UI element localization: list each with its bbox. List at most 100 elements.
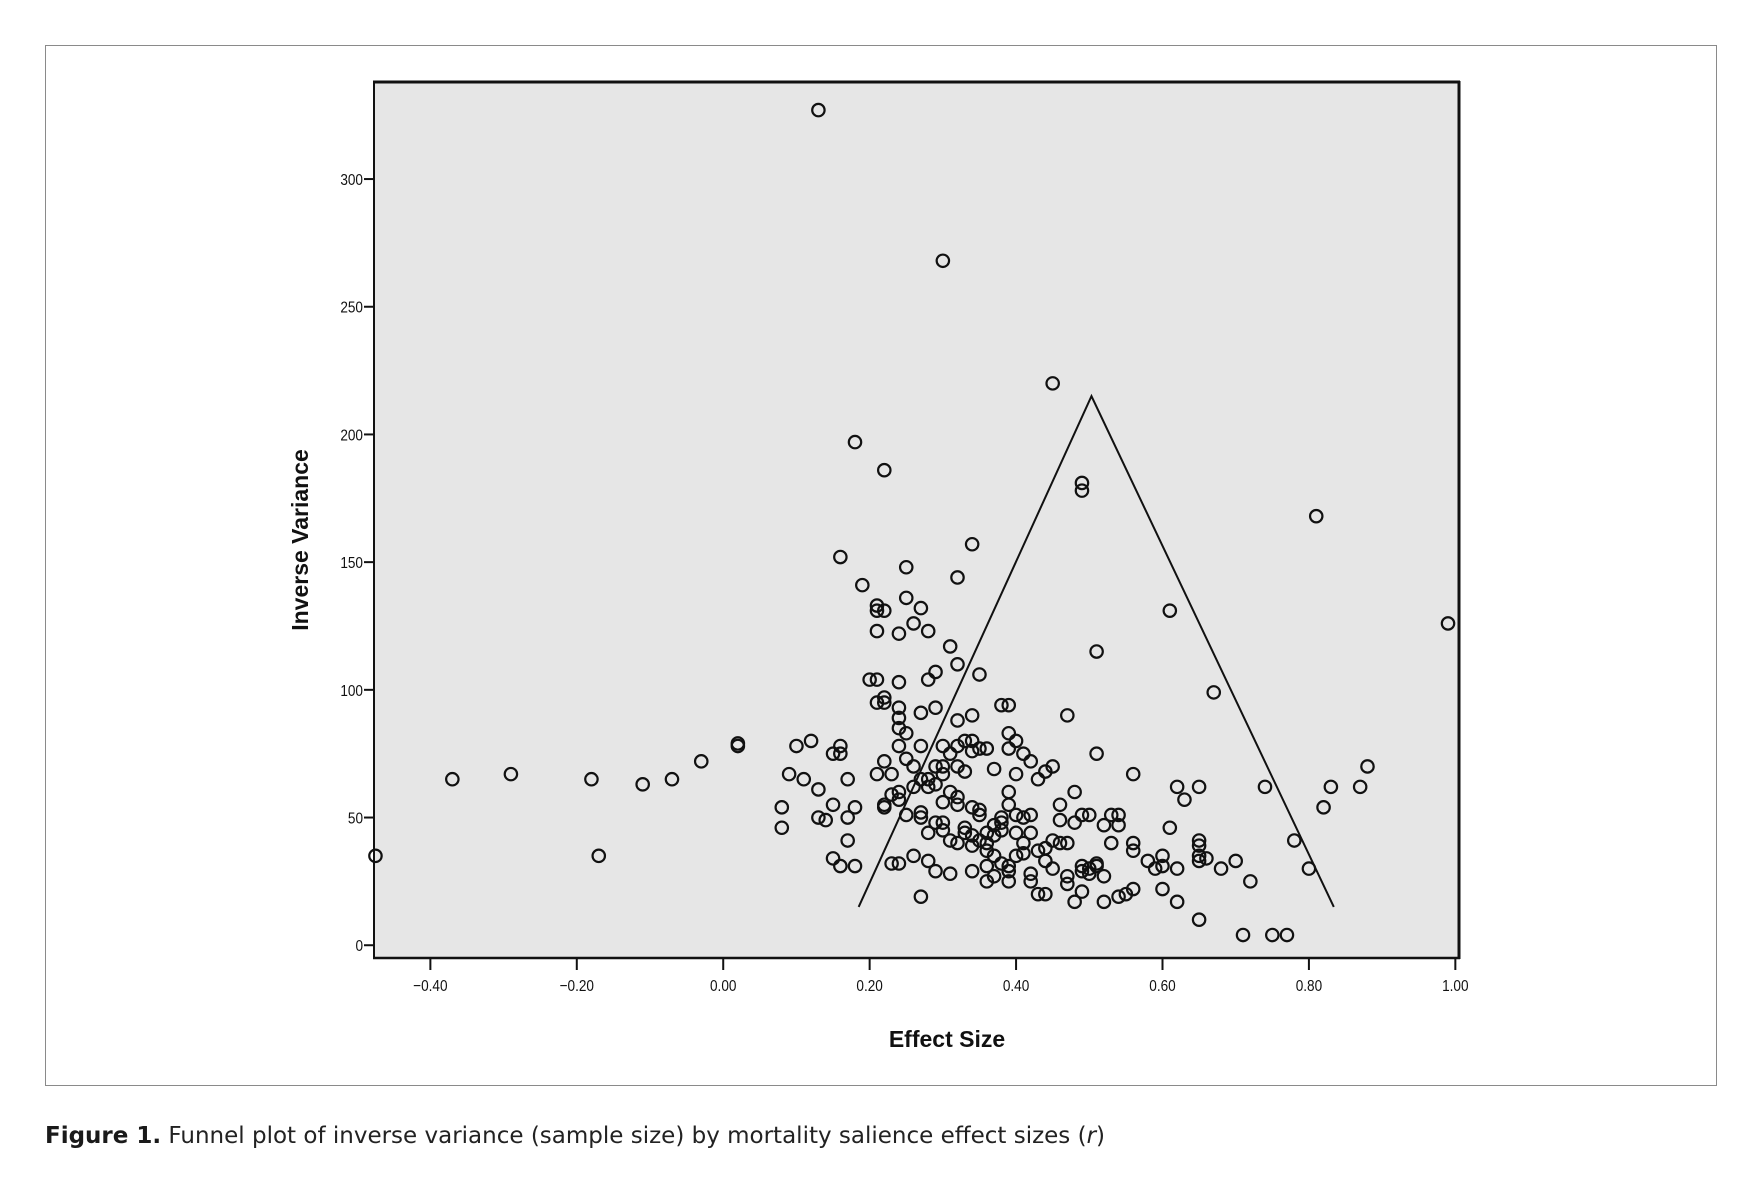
data-point <box>1030 843 1046 859</box>
data-point <box>781 766 797 782</box>
data-points <box>368 102 1456 943</box>
data-point <box>1089 856 1104 871</box>
y-tick-label: 150 <box>340 555 363 572</box>
data-point <box>928 777 943 792</box>
data-point <box>950 713 965 728</box>
data-point <box>972 667 987 682</box>
data-point <box>913 810 929 825</box>
data-point <box>847 434 863 450</box>
data-point <box>994 815 1009 830</box>
x-tick-label: 0.80 <box>1296 978 1322 995</box>
data-point <box>1074 807 1090 823</box>
data-point <box>1125 843 1141 859</box>
data-point <box>1125 881 1141 897</box>
funnel-lines <box>857 393 1335 908</box>
data-point <box>1016 845 1031 861</box>
data-point <box>906 848 921 864</box>
data-point <box>891 784 907 800</box>
data-point <box>811 782 826 797</box>
data-point <box>994 823 1009 838</box>
x-tick-label: 0.00 <box>710 978 736 995</box>
data-point <box>1191 853 1207 869</box>
data-point <box>1308 508 1324 524</box>
data-point <box>635 777 650 792</box>
data-point <box>964 536 980 552</box>
data-point <box>920 623 936 639</box>
data-point <box>898 559 914 575</box>
data-point <box>1140 853 1156 869</box>
data-point <box>1213 861 1229 876</box>
data-point <box>1016 810 1031 825</box>
data-point <box>986 848 1002 864</box>
data-point <box>986 761 1002 777</box>
data-point <box>928 700 943 716</box>
data-point <box>1191 838 1207 853</box>
data-point <box>1360 759 1375 774</box>
caption-text: Funnel plot of inverse variance (sample … <box>161 1123 1087 1149</box>
data-point <box>591 848 607 864</box>
data-point <box>803 733 819 749</box>
data-point <box>876 754 892 769</box>
data-point <box>913 738 929 754</box>
y-tick-label: 250 <box>340 300 363 317</box>
data-point <box>664 771 680 787</box>
data-point <box>891 674 907 690</box>
data-point <box>1155 881 1170 897</box>
data-point <box>964 708 980 723</box>
data-point <box>811 810 826 825</box>
x-tick-label: −0.20 <box>560 978 594 995</box>
data-point <box>1191 912 1207 927</box>
x-tick-label: 0.40 <box>1003 978 1029 995</box>
data-point <box>1001 784 1017 800</box>
data-point <box>906 759 921 774</box>
data-point <box>1125 835 1141 851</box>
data-point <box>876 695 892 710</box>
data-point <box>1089 746 1104 761</box>
data-point <box>693 754 709 769</box>
data-point <box>1045 833 1060 848</box>
data-point <box>1023 874 1039 889</box>
data-point <box>1008 825 1024 841</box>
data-point <box>1096 817 1112 833</box>
data-point <box>862 672 877 687</box>
data-point <box>818 812 834 828</box>
data-point <box>950 797 965 813</box>
data-point <box>1074 858 1090 874</box>
data-point <box>957 825 973 841</box>
funnel-line <box>857 393 1335 908</box>
x-tick-label: 0.20 <box>856 978 882 995</box>
data-point <box>942 639 958 654</box>
x-tick-label: 1.00 <box>1442 978 1468 995</box>
data-point <box>584 771 599 787</box>
data-point <box>1125 766 1141 782</box>
caption-label: Figure 1. <box>45 1123 162 1149</box>
data-point <box>840 771 855 787</box>
data-point <box>368 848 383 864</box>
data-point <box>1001 874 1017 889</box>
data-point <box>920 853 936 869</box>
data-point <box>928 664 943 680</box>
data-point <box>1001 858 1017 874</box>
data-point <box>964 838 980 853</box>
data-point <box>1030 771 1046 787</box>
data-point <box>833 858 848 874</box>
data-point <box>730 738 746 754</box>
data-point <box>898 807 914 823</box>
data-point <box>1316 800 1331 815</box>
data-point <box>840 810 855 825</box>
x-axis-ticks: −0.40 −0.20 0.00 0.20 0.40 0.60 0.80 1.00 <box>413 958 1469 995</box>
data-point <box>1008 733 1024 749</box>
data-point <box>964 863 980 879</box>
data-point <box>950 835 965 851</box>
data-point <box>1008 807 1024 823</box>
data-point <box>1265 927 1280 943</box>
data-point <box>898 590 914 606</box>
data-point <box>950 656 965 672</box>
data-point <box>847 858 863 874</box>
data-point <box>833 746 848 761</box>
data-point <box>1081 807 1097 823</box>
data-point <box>1074 884 1090 899</box>
data-point <box>869 623 885 639</box>
data-point <box>957 820 973 836</box>
data-point <box>1228 853 1244 869</box>
